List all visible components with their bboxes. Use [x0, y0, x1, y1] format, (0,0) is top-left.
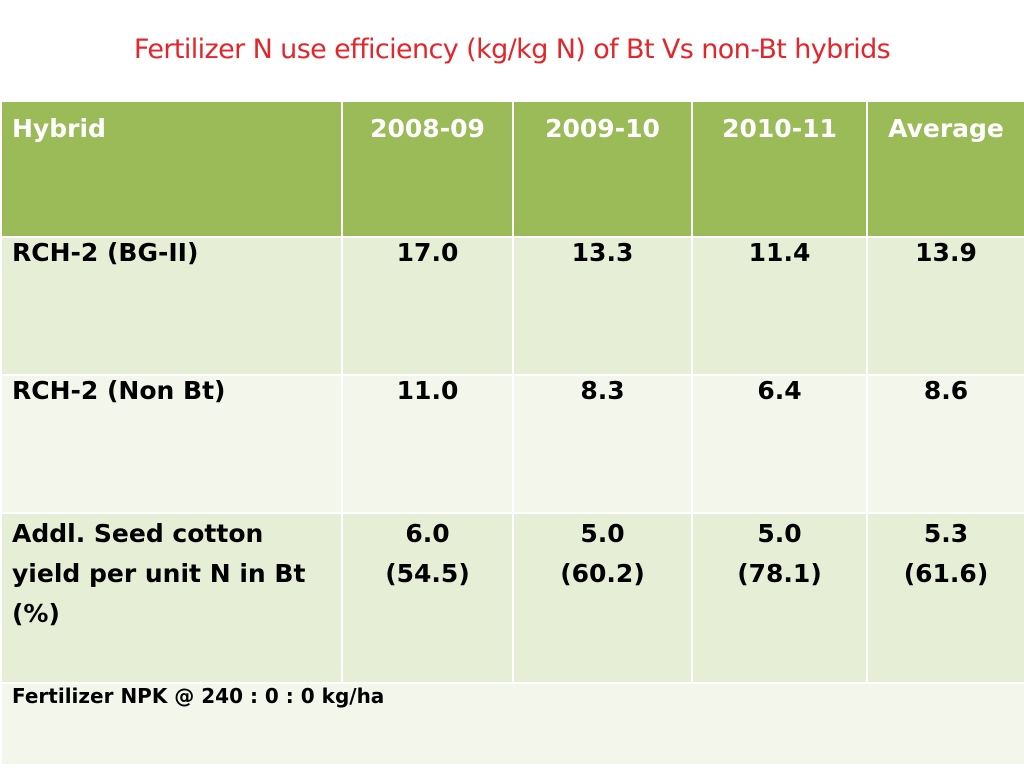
row-label-line: yield per unit N in Bt [12, 559, 306, 588]
cell-number: 6.0 [405, 519, 450, 548]
cell-value: 5.0 (78.1) [691, 512, 868, 684]
cell-percent: (61.6) [903, 559, 989, 588]
row-label-line: (%) [12, 599, 60, 628]
footnote: Fertilizer NPK @ 240 : 0 : 0 kg/ha [0, 682, 1024, 766]
cell-value: 5.0 (60.2) [512, 512, 693, 684]
header-hybrid: Hybrid [0, 100, 343, 238]
efficiency-table: Hybrid 2008-09 2009-10 2010-11 Average R… [0, 100, 1024, 766]
table-header-row: Hybrid 2008-09 2009-10 2010-11 Average [0, 100, 1024, 238]
header-average: Average [866, 100, 1024, 238]
cell-value: 5.3 (61.6) [866, 512, 1024, 684]
row-label: RCH-2 (Non Bt) [0, 374, 343, 514]
cell-number: 5.3 [923, 519, 969, 548]
cell-value: 6.0 (54.5) [341, 512, 514, 684]
cell-percent: (54.5) [385, 559, 470, 588]
table-footnote-row: Fertilizer NPK @ 240 : 0 : 0 kg/ha [0, 682, 1024, 766]
cell-value: 13.9 [866, 236, 1024, 376]
header-2009-10: 2009-10 [512, 100, 693, 238]
cell-value: 8.3 [512, 374, 693, 514]
cell-value: 17.0 [341, 236, 514, 376]
cell-percent: (60.2) [560, 559, 645, 588]
cell-value: 6.4 [691, 374, 868, 514]
cell-value: 8.6 [866, 374, 1024, 514]
row-label: Addl. Seed cotton yield per unit N in Bt… [0, 512, 343, 684]
cell-value: 11.4 [691, 236, 868, 376]
header-2008-09: 2008-09 [341, 100, 514, 238]
slide-title: Fertilizer N use efficiency (kg/kg N) of… [133, 34, 891, 65]
table-row-bg-ii: RCH-2 (BG-II) 17.0 13.3 11.4 13.9 [0, 236, 1024, 376]
row-label: RCH-2 (BG-II) [0, 236, 343, 376]
header-2010-11: 2010-11 [691, 100, 868, 238]
cell-value: 13.3 [512, 236, 693, 376]
cell-value: 11.0 [341, 374, 514, 514]
table-row-non-bt: RCH-2 (Non Bt) 11.0 8.3 6.4 8.6 [0, 374, 1024, 514]
table-row-additional-yield: Addl. Seed cotton yield per unit N in Bt… [0, 512, 1024, 684]
row-label-line: Addl. Seed cotton [12, 519, 264, 548]
cell-number: 5.0 [580, 519, 625, 548]
cell-number: 5.0 [757, 519, 802, 548]
cell-percent: (78.1) [737, 559, 822, 588]
